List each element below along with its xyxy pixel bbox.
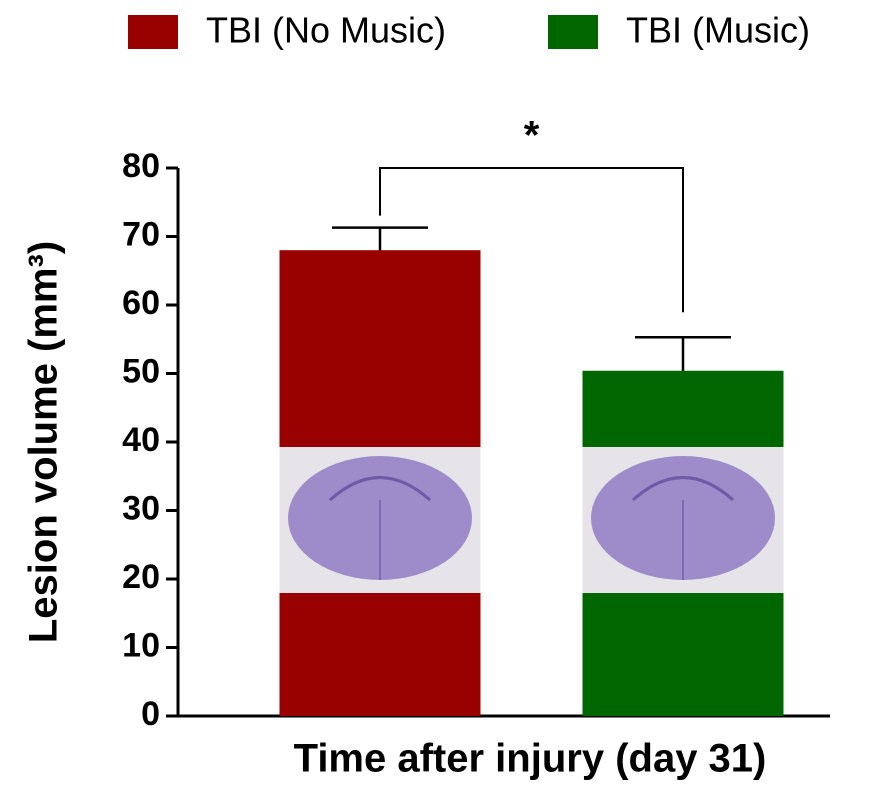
y-axis-label: Lesion volume (mm³) [22,241,66,643]
legend-label: TBI (No Music) [206,10,446,51]
legend-label: TBI (Music) [626,10,810,51]
legend-swatch [128,15,178,49]
y-tick-label: 50 [122,352,160,390]
y-tick-label: 40 [122,421,160,459]
significance-label: * [524,114,540,158]
y-tick-label: 10 [122,626,160,664]
y-tick-label: 30 [122,489,160,527]
y-tick-label: 80 [122,147,160,185]
y-tick-label: 20 [122,558,160,596]
legend-swatch [548,15,598,49]
x-axis-label: Time after injury (day 31) [294,737,767,781]
y-tick-label: 60 [122,284,160,322]
y-tick-label: 0 [141,695,160,733]
y-tick-label: 70 [122,215,160,253]
brain-images [280,447,784,593]
chart: Lesion volume (mm³) Time after injury (d… [0,0,887,787]
